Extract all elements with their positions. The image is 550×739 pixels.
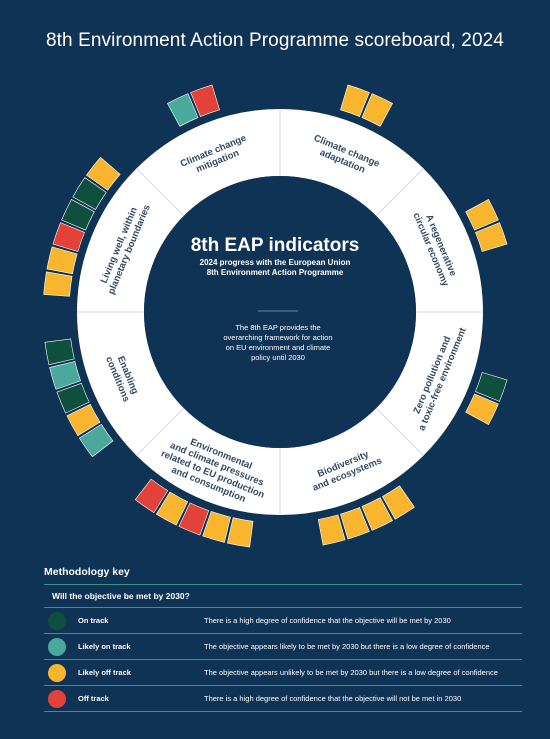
indicator-bar-enabling-4 — [49, 361, 81, 390]
indicator-bar-living-4 — [61, 199, 95, 231]
key-rows: On track There is a high degree of confid… — [44, 608, 522, 712]
center-subheading: 2024 progress with the European Union 8th… — [200, 258, 351, 277]
indicator-bar-enabling-3 — [56, 382, 90, 414]
key-title: Methodology key — [44, 566, 130, 578]
key-description: There is a high degree of confidence tha… — [204, 616, 451, 625]
key-swatch — [48, 689, 66, 708]
segment-divider — [136, 168, 185, 217]
segment-divider — [375, 168, 424, 217]
indicator-bar-biodiversity-3 — [340, 507, 370, 540]
center-subheading-line: 8th Environment Action Programme — [207, 268, 344, 277]
center-description-line: on EU environment and climate — [226, 343, 331, 352]
indicator-bars — [43, 84, 508, 548]
key-question: Will the objective be met by 2030? — [44, 584, 522, 608]
indicator-bar-biodiversity-2 — [361, 497, 393, 531]
indicator-bar-mitigation-1 — [167, 93, 199, 127]
indicator-bar-circular-1 — [465, 199, 499, 231]
key-row-on-track: On track There is a high degree of confid… — [44, 608, 522, 634]
center-circle: 8th EAP indicators 2024 progress with th… — [144, 176, 416, 448]
center-description-line: The 8th EAP provides the — [235, 323, 320, 332]
indicator-bar-pressures-2 — [202, 511, 231, 543]
key-swatch — [48, 663, 66, 682]
indicator-bar-adaptation-2 — [361, 93, 393, 127]
key-label: Likely on track — [78, 642, 131, 651]
key-description: There is a high degree of confidence tha… — [204, 694, 462, 703]
indicator-bar-pressures-3 — [178, 502, 210, 536]
indicator-bar-enabling-5 — [44, 338, 75, 366]
indicator-bar-pollution-2 — [465, 393, 499, 425]
indicator-bar-living-6 — [86, 156, 121, 191]
indicator-bar-pressures-4 — [155, 491, 189, 526]
methodology-key: Methodology key Will the objective be me… — [44, 566, 522, 712]
key-row-off-track: Off track There is a high degree of confi… — [44, 686, 522, 712]
indicator-bar-pressures-5 — [134, 478, 169, 514]
page-title: 8th Environment Action Programme scorebo… — [46, 30, 504, 51]
indicator-bar-circular-2 — [475, 222, 508, 252]
indicator-bar-pressures-1 — [226, 517, 254, 548]
key-label: Likely off track — [78, 668, 131, 677]
indicator-bar-biodiversity-4 — [317, 514, 346, 546]
indicator-bar-enabling-1 — [78, 423, 114, 458]
indicator-bar-biodiversity-1 — [382, 485, 415, 520]
center-subheading-line: 2024 progress with the European Union — [200, 258, 351, 267]
indicator-bar-living-5 — [72, 177, 107, 210]
outer-ring — [77, 109, 483, 515]
indicator-bar-living-2 — [46, 246, 78, 275]
indicator-bar-adaptation-1 — [340, 84, 370, 117]
center-description-line: overarching framework for action — [223, 333, 332, 342]
segment-divider — [136, 407, 185, 456]
key-label: Off track — [78, 694, 109, 703]
key-swatch — [48, 611, 66, 630]
indicator-bar-pollution-1 — [475, 372, 508, 402]
center-disc — [144, 176, 416, 448]
center-heading: 8th EAP indicators — [191, 235, 360, 256]
key-description: The objective appears likely to be met b… — [204, 642, 490, 651]
indicator-bar-mitigation-2 — [190, 84, 220, 117]
center-description-line: policy until 2030 — [251, 353, 305, 362]
indicator-bar-living-3 — [52, 222, 85, 252]
key-label: On track — [78, 616, 109, 625]
key-row-likely-off-track: Likely off track The objective appears un… — [44, 660, 522, 686]
segment-divider — [375, 407, 424, 456]
key-row-likely-on-track: Likely on track The objective appears lik… — [44, 634, 522, 660]
indicator-bar-enabling-2 — [66, 403, 101, 437]
indicator-bar-living-1 — [43, 271, 73, 297]
key-swatch — [48, 637, 66, 656]
center-description: The 8th EAP provides the overarching fram… — [223, 323, 332, 362]
key-description: The objective appears unlikely to be met… — [204, 668, 498, 677]
